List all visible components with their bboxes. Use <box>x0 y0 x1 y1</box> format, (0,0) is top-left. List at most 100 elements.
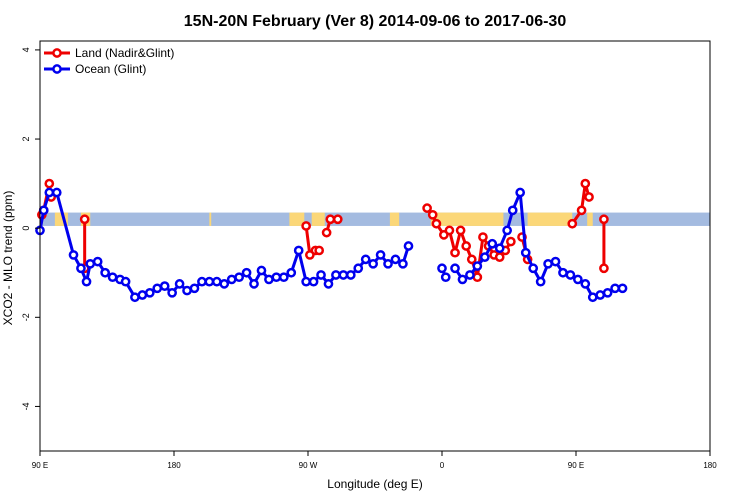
x-tick-label: 180 <box>703 461 717 470</box>
series-1-point <box>182 285 192 296</box>
series-0-point <box>599 214 609 225</box>
series-0-point <box>599 263 609 274</box>
series-0-point <box>472 272 483 283</box>
series-1-point <box>152 283 163 294</box>
series-1-point <box>617 283 628 294</box>
land-band-segment-3 <box>289 212 305 226</box>
x-tick-label: 0 <box>440 461 445 470</box>
land-band-segment-9 <box>587 212 593 226</box>
series-1-point <box>107 272 118 283</box>
series-1-point <box>383 258 393 269</box>
series-0-point <box>422 203 432 213</box>
series-1-point <box>580 279 591 289</box>
series-1-point <box>610 283 620 294</box>
series-1-point <box>174 279 185 289</box>
plot-frame <box>39 40 711 452</box>
series-1-point <box>535 276 546 287</box>
series-1-point <box>264 274 274 285</box>
x-tick-label: 90 E <box>32 461 48 470</box>
chart-title: 15N-20N February (Ver 8) 2014-09-06 to 2… <box>184 13 567 30</box>
series-1-point <box>316 270 326 280</box>
series-1-point <box>226 274 237 285</box>
series-1-point <box>457 274 468 285</box>
series-0-point <box>478 232 488 242</box>
series-1-point <box>507 205 518 216</box>
series-0-point <box>455 225 466 236</box>
legend-label-0: Land (Nadir&Glint) <box>75 46 174 60</box>
series-1-point <box>323 279 334 289</box>
series-1-point <box>520 247 531 258</box>
series-0-point <box>466 254 477 265</box>
y-tick-label: -4 <box>21 402 31 410</box>
series-1-point <box>189 283 200 294</box>
y-tick-label: -2 <box>21 313 31 321</box>
series-1-point <box>44 187 55 198</box>
series-1-point <box>76 263 86 274</box>
series-1-point <box>368 258 378 269</box>
y-axis: -4 -2 0 2 4 <box>21 47 40 410</box>
x-tick-label: 90 E <box>568 461 584 470</box>
legend-marker-1 <box>52 64 62 74</box>
y-tick-label: 4 <box>21 47 31 52</box>
series-1-point <box>360 254 371 265</box>
legend-label-1: Ocean (Glint) <box>75 62 146 76</box>
x-axis-label: Longitude (deg E) <box>327 477 422 491</box>
y-tick-label: 2 <box>21 137 31 142</box>
series-1-point <box>278 272 289 283</box>
series-0-point <box>444 225 455 236</box>
series-0-point <box>44 178 55 189</box>
legend: Land (Nadir&Glint) Ocean (Glint) <box>44 46 174 76</box>
series-0-point <box>494 252 505 262</box>
series-0-point <box>314 245 325 256</box>
land-band-segment-6 <box>430 212 504 226</box>
series-1-point <box>241 267 252 278</box>
land-band-segment-7 <box>527 212 562 226</box>
series-1-point <box>130 292 140 303</box>
surface-band <box>40 212 710 226</box>
series-1-point <box>375 250 386 260</box>
series-1-point <box>602 287 613 298</box>
series-0-point <box>506 236 516 247</box>
series-0-point <box>461 241 472 251</box>
series-layer <box>35 178 628 303</box>
series-1-point <box>68 250 79 260</box>
y-tick-label: 0 <box>21 226 31 231</box>
series-1-point <box>353 263 364 274</box>
series-0-point <box>450 247 460 258</box>
series-1-point <box>38 205 49 216</box>
series-1-point <box>331 270 341 280</box>
land-band-segment-2 <box>209 212 212 226</box>
ocean-band <box>40 212 710 226</box>
series-1-point <box>144 287 155 298</box>
series-1-point <box>487 238 498 249</box>
series-1-point <box>479 252 490 262</box>
x-tick-label: 180 <box>167 461 181 470</box>
series-0-point <box>580 178 591 189</box>
series-1-point <box>543 258 553 269</box>
y-axis-label: XCO2 - MLO trend (ppm) <box>1 191 15 326</box>
series-0-line-6 <box>571 182 591 225</box>
series-0-point <box>321 227 332 238</box>
series-1-point <box>494 243 505 254</box>
series-1-point <box>550 256 561 267</box>
series-0-point <box>584 192 594 202</box>
series-1-point <box>271 272 282 283</box>
series-1-point <box>256 265 267 276</box>
series-1-point <box>219 279 230 289</box>
series-1-point <box>472 261 483 271</box>
series-1-point <box>515 187 526 198</box>
series-1-point <box>308 276 319 287</box>
series-1-point <box>137 290 148 300</box>
series-0-point <box>431 218 442 229</box>
series-1-point <box>558 267 568 278</box>
series-0-point <box>79 214 90 225</box>
series-1 <box>35 187 628 303</box>
series-1-point <box>81 276 92 287</box>
series-1-point <box>301 276 311 287</box>
series-1-point <box>167 287 177 298</box>
series-1-point <box>440 272 451 283</box>
series-1-point <box>502 225 512 236</box>
series-1-point <box>403 241 414 251</box>
series-0-point <box>576 205 587 216</box>
